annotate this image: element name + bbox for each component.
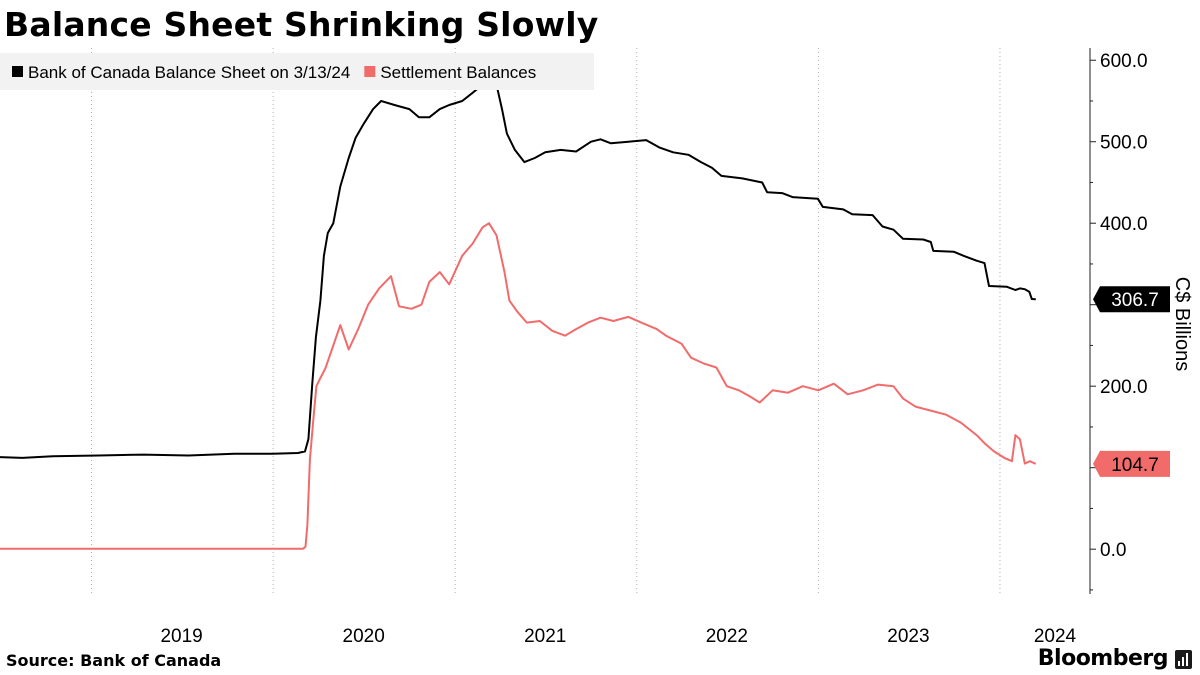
bar-chart-icon [1175,650,1192,669]
legend-label-settlement: Settlement Balances [380,63,536,82]
settlement-balances-line [0,222,1037,550]
legend-label-balance-sheet: Bank of Canada Balance Sheet on 3/13/24 [28,63,350,82]
chart-title: Balance Sheet Shrinking Slowly [4,5,599,44]
settlement-last-marker [1093,450,1170,477]
x-tick-labels: 2019 2020 2021 2022 2023 2024 [160,626,1076,647]
balance-sheet-last-value: 306.7 [1111,290,1159,311]
x-tick-label: 2023 [887,626,929,647]
x-tick-label: 2021 [524,626,566,647]
y-axis-label: C$ Billions [1171,277,1193,371]
y-tick-label: 500.0 [1100,133,1148,154]
bloomberg-logo: Bloomberg [1037,646,1169,671]
y-tick-label: 400.0 [1100,214,1148,235]
legend-background [0,53,594,90]
y-tick-label: 200.0 [1100,377,1148,398]
y-tick-label: 0.0 [1100,540,1126,561]
balance-sheet-last-marker [1093,286,1170,313]
vertical-grid [91,48,1001,594]
legend-swatch-settlement [364,66,376,77]
x-tick-label: 2024 [1034,626,1077,647]
x-tick-label: 2022 [706,626,748,647]
series-lines [0,79,1037,550]
last-value-markers: 306.7 104.7 [1093,286,1170,477]
balance-sheet-line [0,79,1036,459]
settlement-last-value: 104.7 [1111,455,1159,476]
legend: Bank of Canada Balance Sheet on 3/13/24 S… [0,53,594,90]
y-axis: 0.0 200.0 400.0 500.0 600.0 [1089,48,1148,594]
x-tick-label: 2020 [343,626,385,647]
y-tick-label: 600.0 [1100,51,1148,72]
source-note: Source: Bank of Canada [6,651,222,670]
legend-swatch-balance-sheet [12,66,23,77]
x-tick-label: 2019 [160,626,202,647]
